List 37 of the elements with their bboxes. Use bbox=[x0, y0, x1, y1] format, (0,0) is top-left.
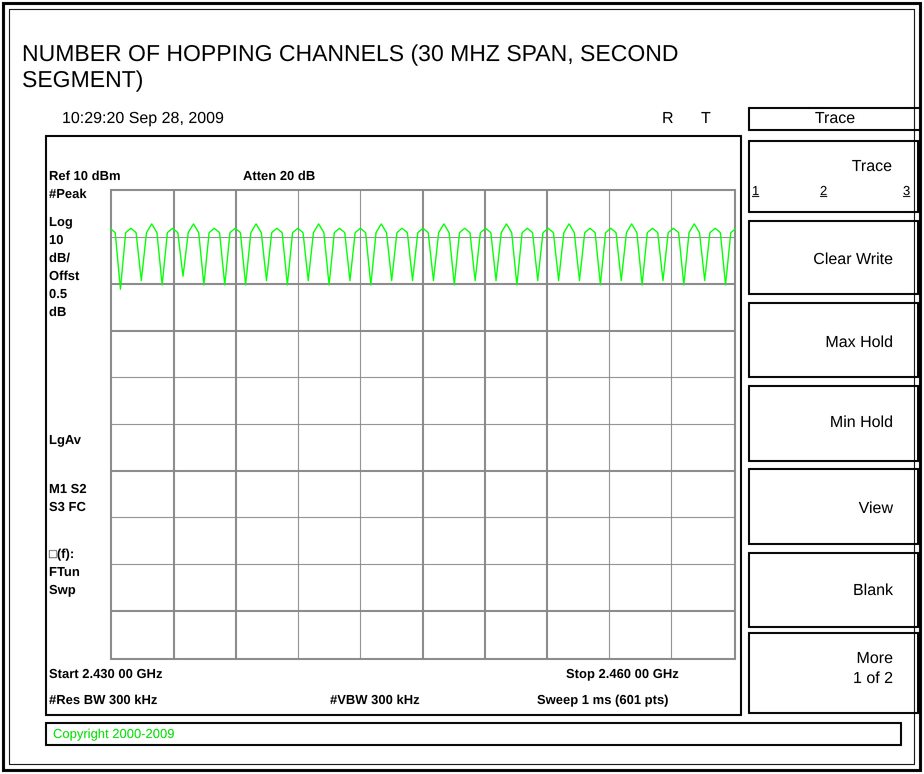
text: S3 FC bbox=[49, 499, 86, 515]
text: View bbox=[858, 500, 893, 518]
text: Sweep 1 ms (601 pts) bbox=[537, 692, 668, 708]
text: Ref 10 dBm bbox=[49, 168, 121, 184]
text: FTun bbox=[49, 564, 80, 580]
text: Atten 20 dB bbox=[243, 168, 316, 184]
text: 10:29:20 Sep 28, 2009 bbox=[62, 110, 224, 128]
text: T bbox=[701, 110, 711, 128]
text: Log bbox=[49, 214, 73, 230]
text: Copyright 2000-2009 bbox=[53, 726, 174, 742]
text: #VBW 300 kHz bbox=[330, 692, 420, 708]
text: LgAv bbox=[49, 432, 82, 448]
text: dB/ bbox=[49, 250, 70, 266]
text: Offst bbox=[49, 268, 80, 284]
text: 3 bbox=[903, 182, 910, 200]
text: M1 S2 bbox=[49, 481, 87, 497]
text: 1 of 2 bbox=[852, 670, 893, 688]
text: dB bbox=[49, 304, 66, 320]
text: Trace bbox=[814, 110, 856, 128]
text: 0.5 bbox=[49, 286, 68, 302]
text: #Peak bbox=[49, 186, 87, 202]
text: Max Hold bbox=[825, 334, 893, 352]
text: 2 bbox=[820, 182, 828, 200]
chart-title: NUMBER OF HOPPING CHANNELS (30 MHZ SPAN, SECOND SEGMENT) bbox=[22, 40, 680, 92]
text: Stop 2.460 00 GHz bbox=[566, 666, 679, 682]
text: #Res BW 300 kHz bbox=[49, 692, 158, 708]
text: Min Hold bbox=[830, 414, 893, 432]
text: Swp bbox=[49, 582, 76, 598]
text: 10 bbox=[49, 232, 64, 248]
text: 1 bbox=[752, 182, 760, 200]
text: Blank bbox=[852, 582, 893, 600]
text: Clear Write bbox=[813, 251, 893, 269]
text: Trace bbox=[852, 158, 892, 176]
text: More bbox=[856, 650, 893, 668]
text: □(f): bbox=[49, 546, 74, 562]
text: R bbox=[662, 110, 674, 128]
text: Start 2.430 00 GHz bbox=[49, 666, 162, 682]
